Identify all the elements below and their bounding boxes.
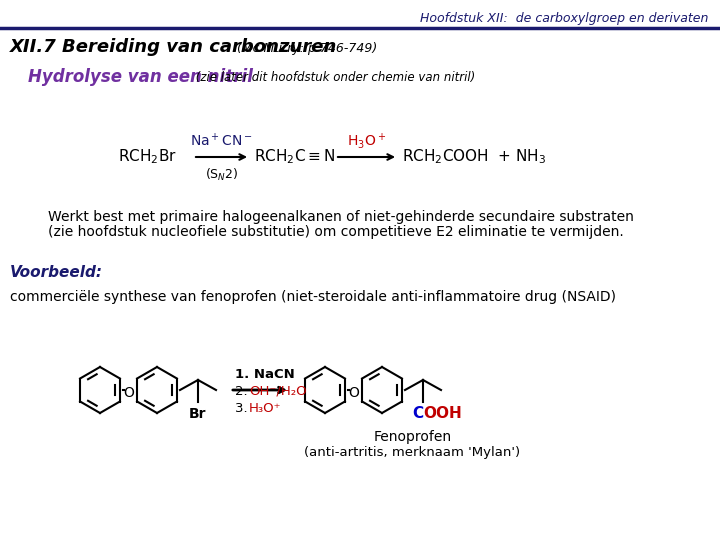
Text: Hoofdstuk XII:  de carboxylgroep en derivaten: Hoofdstuk XII: de carboxylgroep en deriv… [420,12,708,25]
Text: Hydrolyse van een nitril: Hydrolyse van een nitril [28,68,253,86]
Text: 1. NaCN: 1. NaCN [235,368,294,381]
Text: (anti-artritis, merknaam 'Mylan'): (anti-artritis, merknaam 'Mylan') [305,446,521,459]
Text: Fenoprofen: Fenoprofen [374,430,451,444]
Text: (Mc Murry: p 746-749): (Mc Murry: p 746-749) [233,42,377,55]
Text: (S$_N$2): (S$_N$2) [204,167,238,183]
Text: commerciële synthese van fenoprofen (niet-steroidale anti-inflammatoire drug (NS: commerciële synthese van fenoprofen (nie… [10,290,616,304]
Text: H$_3$O$^+$: H$_3$O$^+$ [347,131,386,151]
Text: RCH$_2$Br: RCH$_2$Br [118,147,177,166]
Text: RCH$_2$COOH  + NH$_3$: RCH$_2$COOH + NH$_3$ [402,147,546,166]
Text: OH⁻/H₂O: OH⁻/H₂O [249,385,307,398]
Text: C: C [412,406,423,421]
Text: OOH: OOH [423,406,462,421]
Text: H₃O⁺: H₃O⁺ [249,402,282,415]
Text: Na$^+$CN$^-$: Na$^+$CN$^-$ [190,132,253,150]
Text: (zie later dit hoofdstuk onder chemie van nitril): (zie later dit hoofdstuk onder chemie va… [192,71,475,84]
Text: XII.7 Bereiding van carbonzuren: XII.7 Bereiding van carbonzuren [10,38,338,56]
Text: (zie hoofdstuk nucleofiele substitutie) om competitieve E2 eliminatie te vermijd: (zie hoofdstuk nucleofiele substitutie) … [48,225,624,239]
Text: RCH$_2$C$\equiv$N: RCH$_2$C$\equiv$N [254,147,336,166]
Text: Voorbeeld:: Voorbeeld: [10,265,103,280]
Text: Werkt best met primaire halogeenalkanen of niet-gehinderde secundaire substraten: Werkt best met primaire halogeenalkanen … [48,210,634,224]
Text: 2.: 2. [235,385,252,398]
Text: Br: Br [189,407,207,421]
Text: O: O [124,386,135,400]
Text: 3.: 3. [235,402,252,415]
Text: O: O [348,386,359,400]
